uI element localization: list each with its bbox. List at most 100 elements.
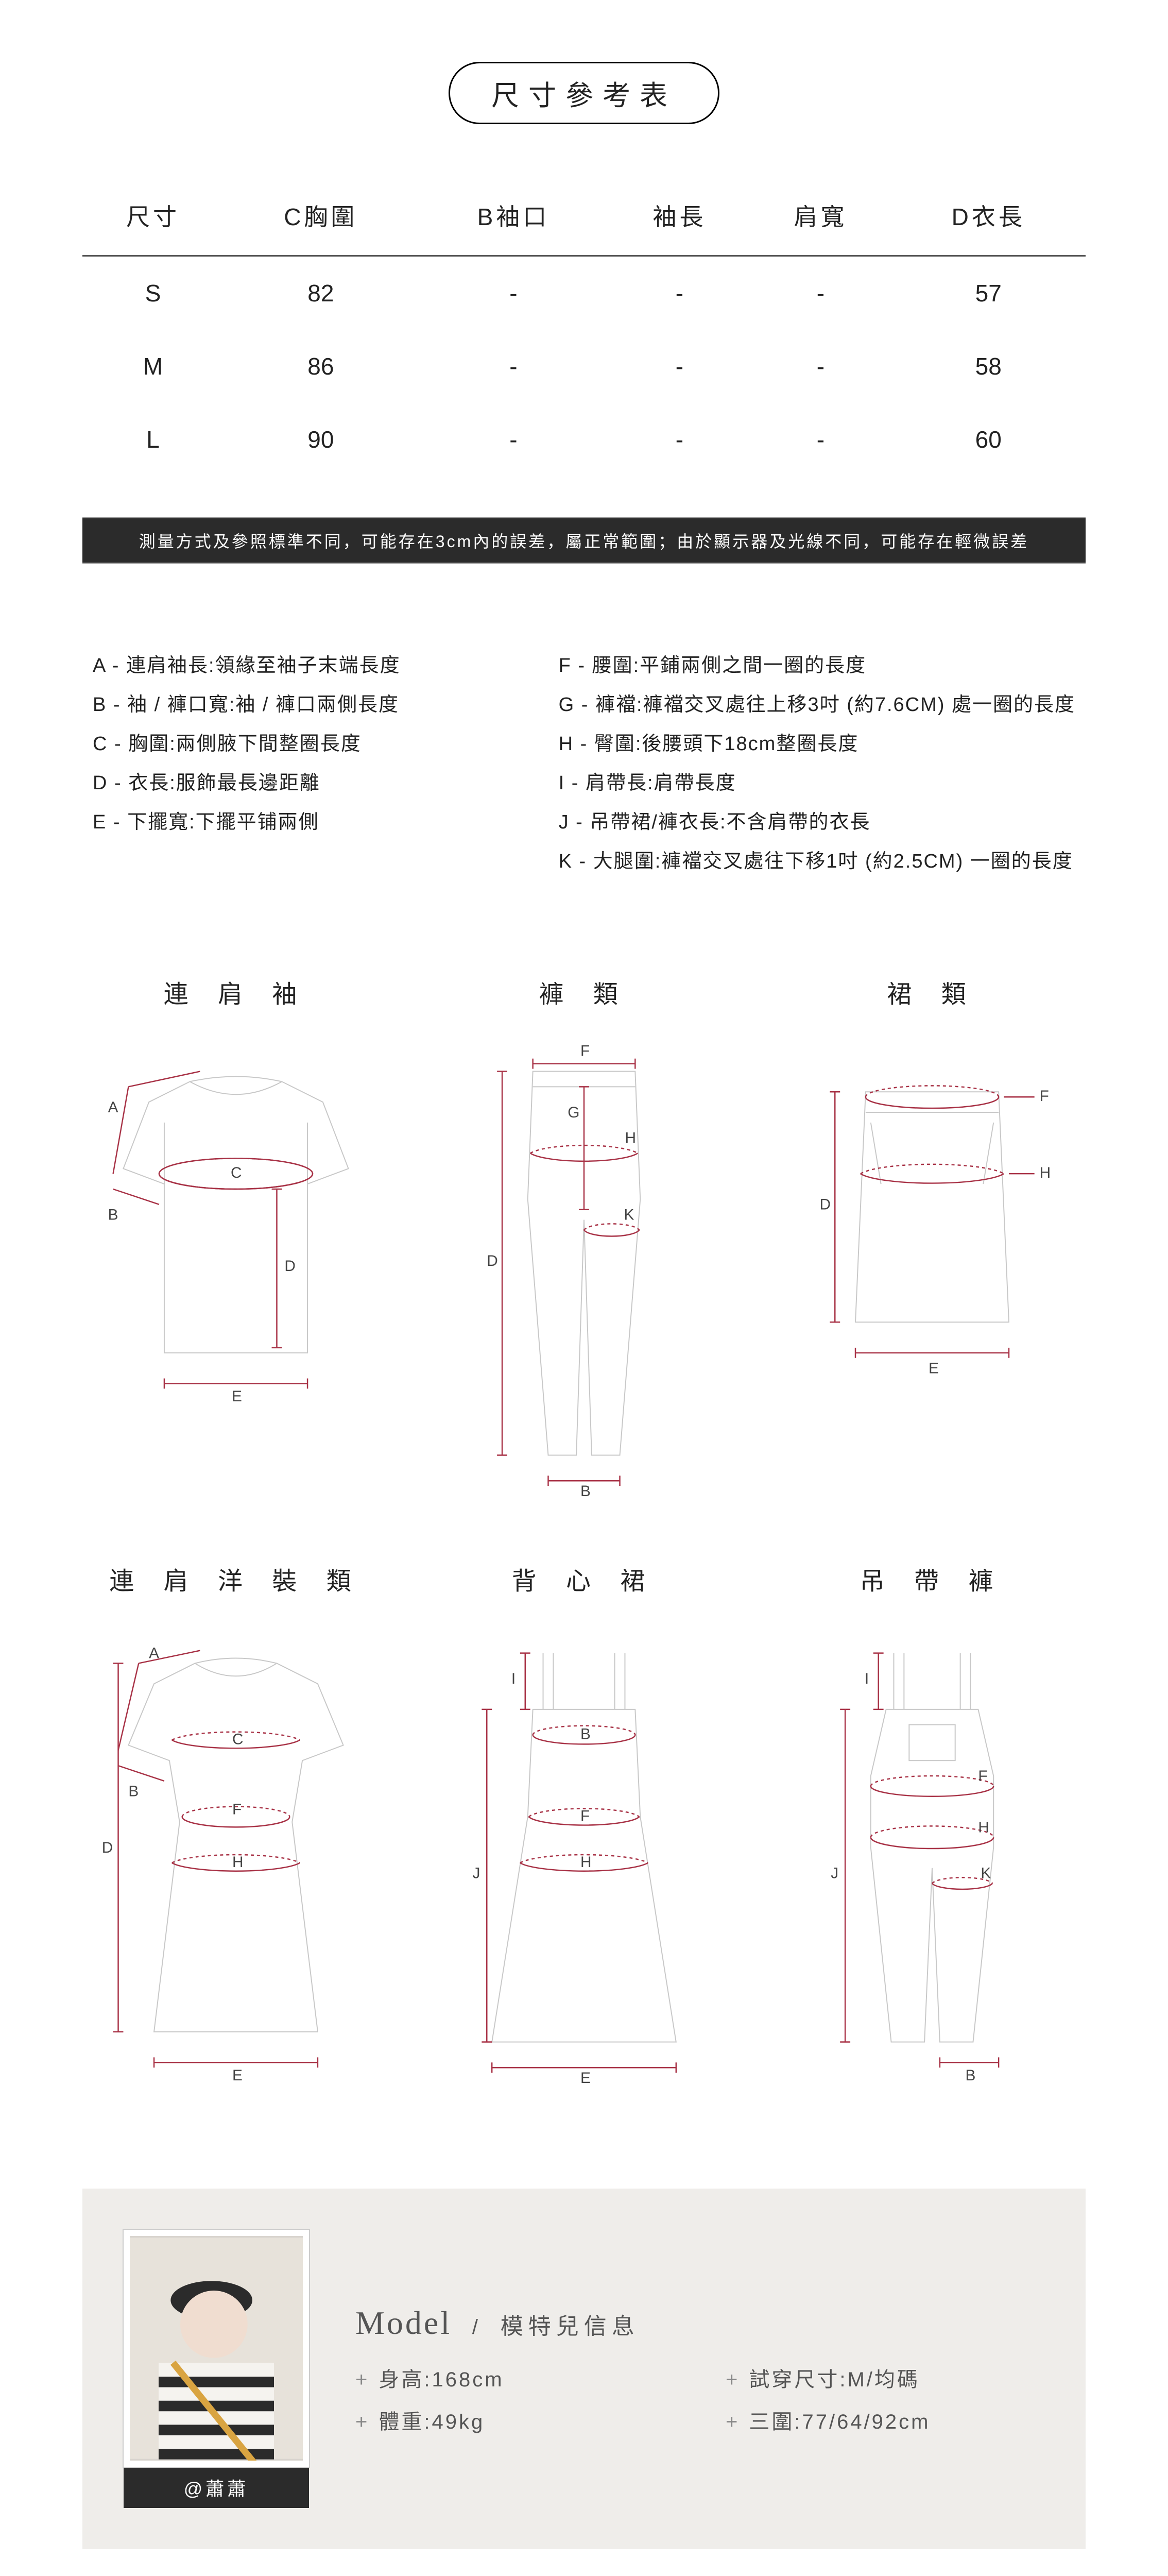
cell: 57 [891, 256, 1086, 330]
svg-text:E: E [580, 2070, 591, 2083]
garment-icon: I F H K J B [779, 1622, 1086, 2083]
svg-text:B: B [580, 1725, 591, 1742]
th-chest: C胸圍 [224, 176, 418, 256]
cell: 60 [891, 403, 1086, 476]
def-item: J - 吊帶裙/褲衣長:不含肩帶的衣長 [559, 803, 1075, 842]
svg-text:E: E [232, 2067, 243, 2083]
page-title: 尺寸參考表 [82, 62, 1086, 124]
diagram-overalls: 吊 帶 褲 I F H [779, 1561, 1086, 2086]
garment-icon: A B C D E [82, 1036, 389, 1404]
cell: - [750, 256, 891, 330]
svg-text:I: I [511, 1670, 516, 1687]
diagram-pants: 褲 類 F G H K [431, 974, 737, 1499]
table-row: L 90 - - - 60 [82, 403, 1086, 476]
diagram-title: 連 肩 洋 裝 類 [82, 1561, 389, 1597]
cell: 86 [224, 330, 418, 403]
page-title-text: 尺寸參考表 [449, 62, 719, 124]
def-item: A - 連肩袖長:領緣至袖子末端長度 [93, 646, 518, 685]
stat-trysize: 試穿尺寸:M/均碼 [726, 2363, 1044, 2393]
diagram-title: 吊 帶 褲 [779, 1561, 1086, 1597]
svg-text:E: E [929, 1360, 939, 1377]
svg-text:D: D [819, 1196, 831, 1213]
def-item: B - 袖 / 褲口寬:袖 / 褲口兩側長度 [93, 685, 518, 724]
svg-text:A: A [149, 1645, 159, 1662]
measurement-note: 測量方式及參照標準不同，可能存在3cm內的誤差，屬正常範圍；由於顯示器及光線不同… [82, 517, 1086, 564]
svg-text:E: E [232, 1388, 242, 1404]
def-item: K - 大腿圍:褲襠交叉處往下移1吋 (約2.5CM) 一圈的長度 [559, 842, 1075, 881]
garment-icon: F G H K D B [431, 1036, 737, 1496]
cell: S [82, 256, 224, 330]
diagram-title: 背 心 裙 [431, 1561, 737, 1597]
cell: 90 [224, 403, 418, 476]
cell: - [609, 256, 750, 330]
cell: L [82, 403, 224, 476]
svg-text:A: A [108, 1099, 118, 1116]
svg-text:H: H [580, 1854, 592, 1871]
svg-text:F: F [580, 1807, 590, 1824]
diagram-title: 褲 類 [431, 974, 737, 1010]
th-length: D衣長 [891, 176, 1086, 256]
svg-text:G: G [568, 1104, 579, 1121]
svg-text:B: B [128, 1783, 139, 1800]
cell: - [418, 330, 609, 403]
svg-text:D: D [487, 1252, 498, 1269]
def-item: F - 腰圍:平鋪兩側之間一圈的長度 [559, 646, 1075, 685]
cell: - [418, 403, 609, 476]
th-size: 尺寸 [82, 176, 224, 256]
svg-text:B: B [966, 2067, 976, 2083]
svg-text:D: D [284, 1258, 296, 1275]
cell: 58 [891, 330, 1086, 403]
diagram-raglan-top: 連 肩 袖 A B C D [82, 974, 389, 1499]
svg-text:C: C [232, 1731, 244, 1748]
def-item: C - 胸圍:兩側腋下間整圈長度 [93, 724, 518, 764]
garment-icon: I B F H J E [431, 1622, 737, 2083]
cell: - [609, 403, 750, 476]
model-heading-zh: 模特兒信息 [501, 2314, 640, 2339]
model-stats: 身高:168cm 試穿尺寸:M/均碼 體重:49kg 三圍:77/64/92cm [355, 2363, 1044, 2435]
model-heading-en: Model [355, 2304, 452, 2341]
th-sleeve: 袖長 [609, 176, 750, 256]
def-item: I - 肩帶長:肩帶長度 [559, 764, 1075, 803]
diagram-skirt: 裙 類 F H D [779, 974, 1086, 1499]
stat-weight: 體重:49kg [355, 2405, 674, 2435]
svg-text:F: F [978, 1768, 987, 1785]
cell: 82 [224, 256, 418, 330]
svg-text:H: H [1040, 1164, 1051, 1181]
size-table: 尺寸 C胸圍 B袖口 袖長 肩寬 D衣長 S 82 - - - 57 M 86 … [82, 176, 1086, 476]
svg-text:K: K [624, 1207, 634, 1224]
svg-text:F: F [580, 1043, 590, 1060]
def-item: D - 衣長:服飾最長邊距離 [93, 764, 518, 803]
cell: - [750, 403, 891, 476]
separator: / [472, 2316, 480, 2338]
svg-text:B: B [108, 1207, 118, 1224]
diagram-title: 連 肩 袖 [82, 974, 389, 1010]
size-table-header-row: 尺寸 C胸圍 B袖口 袖長 肩寬 D衣長 [82, 176, 1086, 256]
defs-col-right: F - 腰圍:平鋪兩側之間一圈的長度 G - 褲襠:褲襠交叉處往上移3吋 (約7… [559, 646, 1075, 881]
def-item: E - 下擺寬:下擺平铺兩側 [93, 803, 518, 842]
th-cuff: B袖口 [418, 176, 609, 256]
model-heading: Model / 模特兒信息 [355, 2303, 1044, 2342]
svg-text:H: H [232, 1854, 244, 1871]
cell: - [418, 256, 609, 330]
svg-text:H: H [625, 1130, 636, 1147]
svg-text:J: J [831, 1865, 838, 1882]
svg-text:F: F [232, 1801, 242, 1818]
diagram-raglan-dress: 連 肩 洋 裝 類 A B C F [82, 1561, 389, 2086]
diagram-grid: 連 肩 袖 A B C D [82, 974, 1086, 2086]
model-photo-frame [124, 2230, 309, 2467]
svg-text:C: C [231, 1164, 242, 1181]
svg-text:H: H [978, 1819, 989, 1836]
svg-text:K: K [981, 1865, 991, 1882]
table-row: M 86 - - - 58 [82, 330, 1086, 403]
stat-measure: 三圍:77/64/92cm [726, 2405, 1044, 2435]
def-item: H - 臀圍:後腰頭下18cm整圈長度 [559, 724, 1075, 764]
cell: M [82, 330, 224, 403]
cell: - [609, 330, 750, 403]
cell: - [750, 330, 891, 403]
svg-text:J: J [472, 1865, 480, 1882]
model-photo: @蕭蕭 [124, 2230, 309, 2508]
measurement-definitions: A - 連肩袖長:領緣至袖子末端長度 B - 袖 / 褲口寬:袖 / 褲口兩側長… [82, 646, 1086, 881]
model-info-card: @蕭蕭 Model / 模特兒信息 身高:168cm 試穿尺寸:M/均碼 體重:… [82, 2189, 1086, 2549]
model-handle: @蕭蕭 [124, 2467, 309, 2508]
diagram-title: 裙 類 [779, 974, 1086, 1010]
